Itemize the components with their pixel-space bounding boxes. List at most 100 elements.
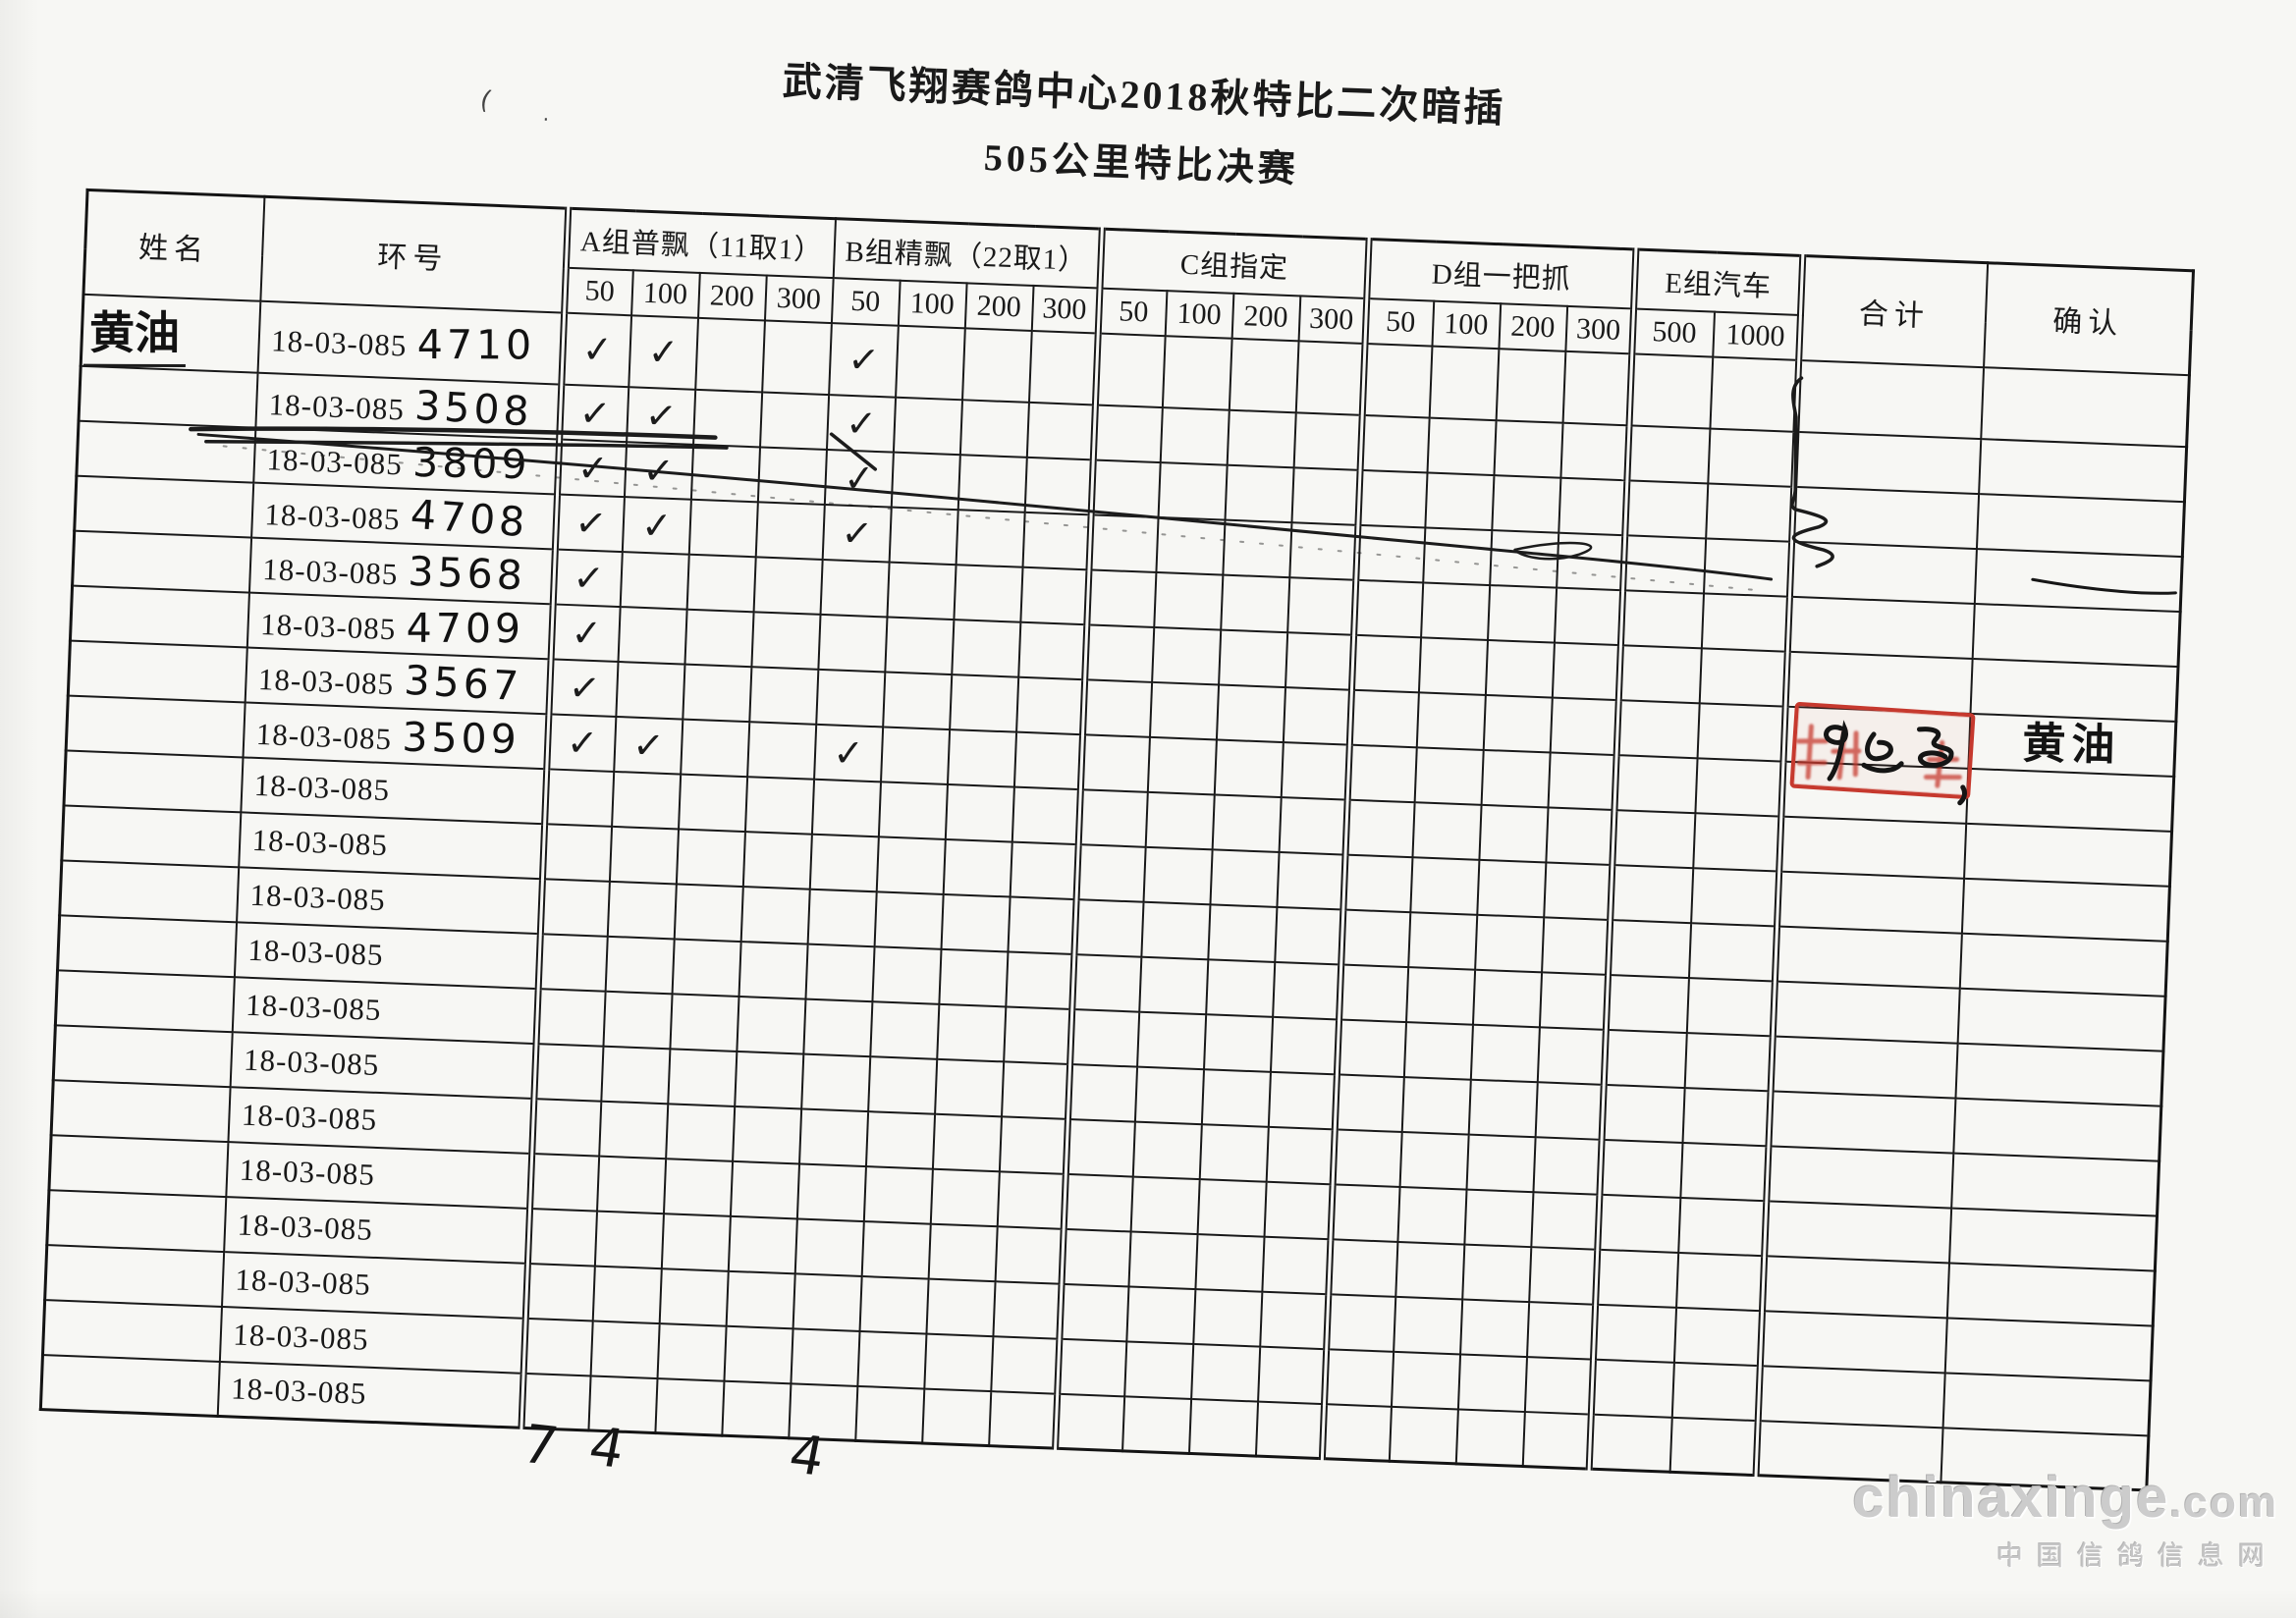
amount-cell (1420, 581, 1490, 640)
confirm-signature: 黄油 (2021, 718, 2121, 771)
ring-prefix: 18-03-085 (243, 1042, 380, 1082)
ring-prefix: 18-03-085 (263, 496, 402, 536)
amount-cell (605, 936, 675, 994)
amount-cell (1220, 574, 1289, 632)
amount-cell (1543, 861, 1613, 920)
ring-column-header: 环号 (259, 196, 569, 313)
amount-cell (1026, 402, 1096, 459)
amount-cell (732, 1106, 801, 1163)
amount-cell (1205, 958, 1275, 1017)
confirm-cell (1961, 878, 2170, 942)
amount-cell (1470, 1024, 1540, 1082)
amount-cell (596, 1156, 666, 1214)
amount-cell (598, 1101, 668, 1159)
amount-cell (683, 609, 754, 667)
amount-cell (1528, 1246, 1598, 1305)
checkmark: ✓ (573, 499, 610, 547)
amount-cell (1259, 1291, 1329, 1349)
checkmark: ✓ (641, 448, 676, 493)
amount-cell (1353, 579, 1423, 637)
amount-cell (863, 1165, 933, 1224)
ring-prefix: 18-03-085 (268, 386, 406, 426)
amount-cell (1692, 812, 1781, 872)
amount-cell (1011, 786, 1081, 844)
amount-cell (1342, 854, 1413, 912)
amount-cell (1015, 676, 1085, 734)
amount-cell (678, 774, 747, 832)
amount-cell (726, 1270, 795, 1328)
amount-cell (1610, 864, 1693, 923)
amount-cell (1145, 791, 1215, 849)
total-cell (1764, 1200, 1951, 1263)
amount-cell (750, 611, 821, 670)
ring-prefix: 18-03-085 (259, 606, 397, 646)
amount-cell (1214, 738, 1284, 797)
amount-cell (1227, 409, 1296, 467)
amount-header-b-100: 100 (898, 280, 967, 328)
amount-cell (730, 1160, 799, 1218)
amount-cell (692, 389, 762, 447)
amount-cell (669, 993, 739, 1052)
ring-prefix: 18-03-085 (234, 1262, 372, 1302)
handwritten-ring-number: 3567 (402, 656, 523, 710)
amount-cell (893, 397, 962, 455)
amount-header-b-50: 50 (831, 277, 901, 326)
amount-cell (536, 988, 606, 1047)
amount-cell (802, 998, 872, 1056)
checkmark: ✓ (571, 611, 603, 655)
amount-cell (1158, 461, 1228, 520)
amount-cell (1629, 352, 1713, 429)
amount-cell (602, 991, 673, 1049)
amount-cell: ✓ (813, 724, 883, 782)
amount-cell (1401, 1076, 1471, 1135)
amount-cell (1552, 642, 1621, 700)
ring-prefix: 18-03-085 (239, 1152, 376, 1192)
amount-cell (1600, 1139, 1683, 1198)
confirm-cell (1980, 366, 2190, 447)
amount-cell (1255, 1401, 1325, 1459)
amount-cell: ✓ (624, 441, 693, 500)
amount-cell (1545, 806, 1615, 865)
amount-cell (620, 551, 689, 610)
name-cell (44, 1244, 224, 1307)
amount-cell (527, 1208, 597, 1267)
amount-cell (1562, 351, 1632, 425)
amount-cell (1612, 809, 1696, 868)
amount-cell (1285, 631, 1354, 690)
amount-cell (1216, 683, 1285, 742)
amount-cell (882, 671, 952, 729)
name-cell (51, 1079, 231, 1142)
amount-cell (1128, 1230, 1198, 1289)
amount-cell (1222, 519, 1292, 577)
confirm-cell (1948, 1208, 2158, 1271)
amount-cell (1136, 1011, 1206, 1069)
amount-cell (804, 944, 875, 1001)
amount-cell (1591, 1359, 1674, 1418)
amount-cell: ✓ (822, 504, 892, 563)
amount-cell (1028, 330, 1099, 404)
name-cell (64, 749, 244, 812)
ring-prefix: 18-03-085 (237, 1207, 374, 1247)
amount-cell (1024, 457, 1094, 514)
amount-cell (1194, 1233, 1265, 1292)
amount-cell (1556, 532, 1625, 590)
amount-cell (1405, 966, 1475, 1025)
checkmark: ✓ (577, 390, 613, 436)
amount-cell (1326, 1293, 1395, 1352)
handwritten-name: 黄油 (82, 297, 187, 367)
amount-cell (740, 886, 810, 944)
name-cell (76, 420, 255, 483)
amount-cell (1429, 346, 1500, 420)
name-cell (53, 1024, 233, 1087)
amount-cell (1684, 1032, 1774, 1091)
amount-cell (686, 554, 756, 612)
amount-cell (941, 893, 1011, 951)
amount-cell (1496, 348, 1565, 423)
amount-cell (886, 562, 957, 620)
amount-cell (874, 890, 944, 949)
confirm-cell (1957, 988, 2166, 1052)
amount-cell (1132, 1121, 1202, 1179)
amount-cell (1225, 464, 1294, 522)
amount-header-e-1000: 1000 (1712, 311, 1801, 360)
ring-prefix: 18-03-085 (270, 323, 409, 363)
